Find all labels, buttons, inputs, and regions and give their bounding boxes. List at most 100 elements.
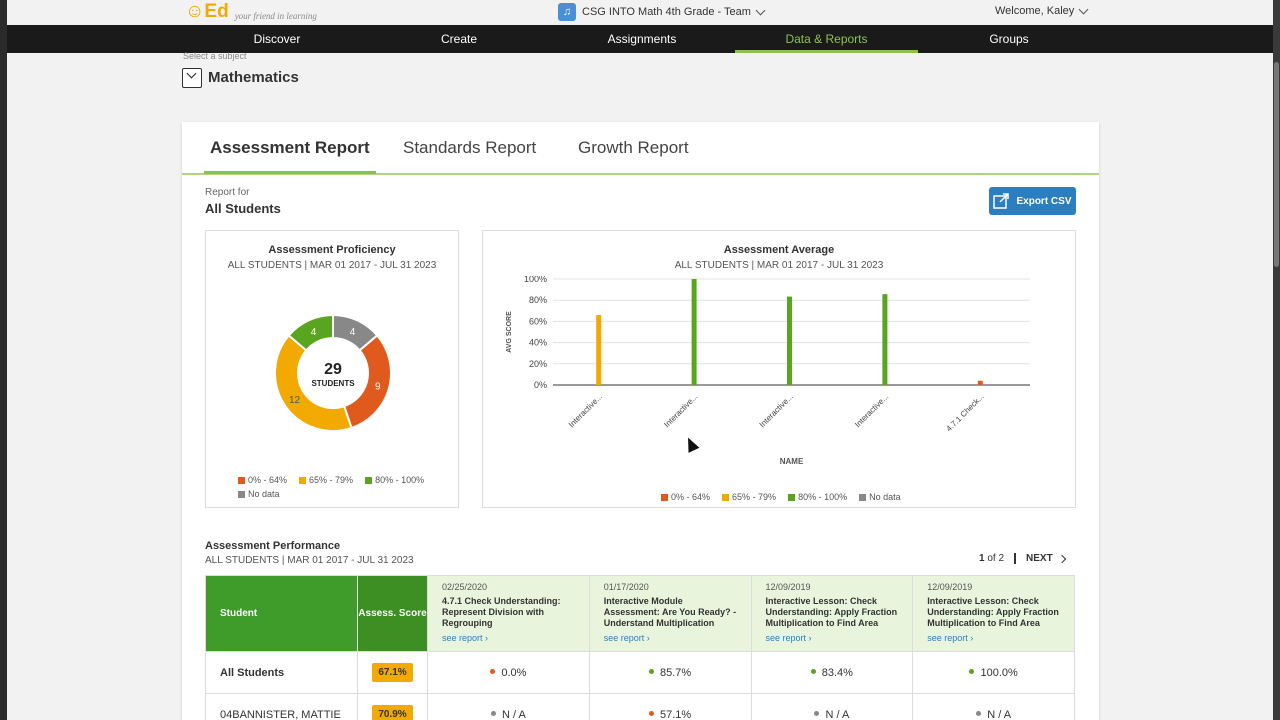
status-dot [976,710,982,716]
legend-swatch [299,477,307,484]
x-tick-label: Interactive... [853,392,890,429]
legend-item[interactable]: 65% - 79% [722,492,776,502]
nav-groups[interactable]: Groups [989,32,1029,46]
x-tick-label: 4.7.1 Check... [944,392,985,433]
class-icon: ♫ [558,3,576,21]
x-tick-label: Interactive... [567,392,604,429]
report-card: Assessment Report Standards Report Growt… [182,122,1099,720]
assessment-date: 12/09/2019 [765,582,811,592]
see-report-label: see report [442,633,483,643]
x-axis-label: NAME [780,457,804,466]
legend-swatch [365,477,373,484]
legend-swatch [238,477,245,484]
subject-value[interactable]: Mathematics [208,69,299,86]
assessment-col: 02/25/2020 4.7.1 Check Understanding: Re… [427,575,590,652]
class-selector[interactable]: ♫ CSG INTO Math 4th Grade - Team [558,2,766,22]
assessment-date: 02/25/2020 [442,582,488,592]
legend-swatch [859,494,867,501]
proficiency-subtitle: ALL STUDENTS | MAR 01 2017 - JUL 31 2023 [227,260,437,271]
value-cell: 57.1% [588,693,752,720]
donut-slice [274,334,353,432]
pagination: 1 of 2 NEXT [979,553,1066,564]
bar [596,315,602,385]
nav-assignments[interactable]: Assignments [607,32,677,46]
legend-item[interactable]: 80% - 100% [788,492,847,502]
value-cell: 0.0% [427,651,590,694]
tab-divider [182,173,1099,175]
legend-item[interactable]: 80% - 100% [365,475,424,485]
performance-title: Assessment Performance [205,540,341,552]
student-name[interactable]: 04BANNISTER, MATTIE [205,693,358,720]
legend-item[interactable]: 0% - 64% [238,475,287,485]
nav-discover[interactable]: Discover [253,32,301,46]
see-report-link[interactable]: see report › [927,633,974,643]
see-report-label: see report [927,633,968,643]
legend-swatch [238,491,245,498]
slice-label: 12 [289,395,301,406]
assessment-name: 4.7.1 Check Understanding: Represent Div… [442,596,561,628]
table-row[interactable]: 04BANNISTER, MATTIE 70.9% N / A 57.1% N … [205,693,1075,720]
slice-label: 9 [375,381,381,392]
average-subtitle: ALL STUDENTS | MAR 01 2017 - JUL 31 2023 [674,260,884,271]
legend-item[interactable]: No data [859,492,901,502]
slice-label: 4 [350,327,356,338]
status-dot [969,668,975,674]
score-badge: 70.9% [372,705,413,720]
assessment-date: 12/09/2019 [927,582,973,592]
score-cell: 70.9% [357,693,428,720]
export-csv-button[interactable]: Export CSV [989,187,1076,215]
see-report-label: see report [765,633,807,643]
nav-create[interactable]: Create [440,32,478,46]
col-score[interactable]: Assess. Score [357,575,428,652]
nav-data-reports[interactable]: Data & Reports [735,25,918,53]
report-for-value: All Students [205,201,281,216]
legend-item[interactable]: 0% - 64% [661,492,710,502]
welcome-text: Welcome, Kaley [995,5,1075,17]
cell-value: 0.0% [501,666,527,679]
status-dot [810,668,816,674]
average-bar-chart: 0% 20% 40% 60% 80% 100% AVG SCORE Interactive..… [506,276,1030,466]
proficiency-title: Assessment Proficiency [268,244,396,256]
value-cell: 100.0% [912,651,1075,694]
chevron-down-icon [755,5,766,15]
subject-dropdown[interactable] [182,68,202,88]
col-student[interactable]: Student [205,575,358,652]
value-cell: 83.4% [750,651,914,694]
tab-assessment-report[interactable]: Assessment Report [204,122,376,174]
tab-growth-report[interactable]: Growth Report [578,137,689,157]
legend-item[interactable]: No data [238,489,280,499]
logo-tagline: your friend in learning [234,11,317,21]
legend-swatch [661,494,668,501]
chevron-right-icon [1057,554,1066,563]
next-page-button[interactable]: NEXT [1026,553,1066,564]
value-cell: 85.7% [588,651,752,694]
average-title: Assessment Average [723,244,835,256]
subject-label: Select a subject [183,51,247,61]
page-current: 1 [979,553,985,564]
status-dot [649,668,655,674]
scrollbar[interactable] [1273,0,1280,720]
y-tick-label: 80% [529,295,547,305]
status-dot [490,710,496,716]
pager-divider [1014,553,1017,564]
cell-value: N / A [501,708,526,720]
logo-text: Ed [204,1,229,22]
scrollbar-thumb[interactable] [1274,62,1279,267]
logo[interactable]: ☺Ed your friend in learning [185,1,317,23]
tab-standards-report[interactable]: Standards Report [403,137,537,157]
table-row[interactable]: All Students 67.1% 0.0% 85.7% 83.4% 100.… [205,651,1075,694]
user-menu[interactable]: Welcome, Kaley [995,4,1089,17]
chevron-down-icon [186,68,197,79]
logo-mark: ☺Ed [185,1,229,22]
legend-item[interactable]: 65% - 79% [299,475,353,485]
assessment-date: 01/17/2020 [603,582,649,592]
status-dot [649,710,655,716]
y-tick-label: 100% [524,276,547,284]
see-report-link[interactable]: see report › [765,633,812,643]
see-report-link[interactable]: see report › [603,633,650,643]
see-report-link[interactable]: see report › [442,633,489,643]
legend-swatch [788,494,796,501]
y-tick-label: 60% [529,316,547,326]
student-name: All Students [205,651,358,694]
